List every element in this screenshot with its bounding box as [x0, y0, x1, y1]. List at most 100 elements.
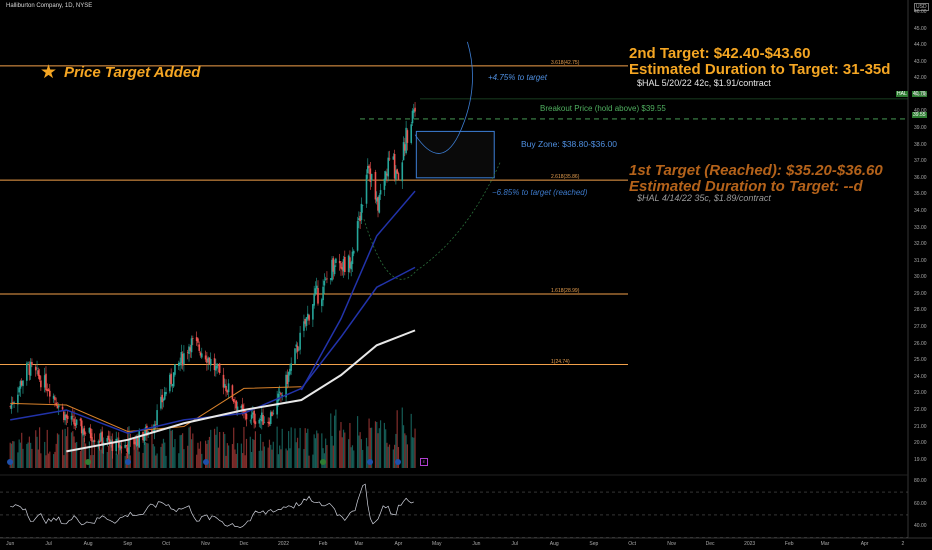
candle-body [272, 413, 275, 414]
candle-body [395, 170, 397, 180]
volume-bar [91, 428, 93, 468]
candle-body [323, 280, 326, 286]
candle-body [361, 205, 364, 206]
candle-body [388, 158, 391, 160]
volume-bar [250, 451, 253, 468]
candle-body [169, 374, 171, 392]
candle-body [204, 355, 207, 360]
sma-white-line [66, 329, 416, 453]
candle-body [52, 395, 55, 399]
volume-bar [358, 435, 360, 468]
candle-body [138, 431, 141, 448]
volume-bar [210, 429, 212, 468]
volume-bar [21, 432, 23, 468]
candle-body [332, 258, 335, 272]
ma-orange-line [10, 386, 302, 433]
candle-body [331, 259, 333, 281]
candle-body [170, 373, 172, 385]
earnings-event-icon[interactable] [7, 459, 14, 465]
volume-bar [271, 449, 273, 468]
candle-body [13, 402, 15, 404]
earnings-event-icon[interactable] [202, 459, 209, 465]
candle-body [304, 318, 307, 324]
volume-bar [74, 442, 76, 468]
currency-label[interactable]: USD [914, 3, 929, 11]
candle-body [359, 215, 361, 222]
candle-body [356, 221, 359, 251]
volume-bar [386, 442, 388, 468]
candle-body [26, 363, 28, 381]
volume-bar [144, 442, 147, 468]
volume-bar [344, 432, 346, 468]
volume-bar [350, 447, 352, 468]
candle-body [146, 425, 148, 436]
candle-body [109, 439, 111, 443]
candle-body [276, 399, 278, 415]
y-tick-label: 35.00 [914, 191, 927, 198]
volume-bar [272, 441, 274, 468]
earnings-event-icon[interactable] [124, 459, 131, 465]
candle-body [271, 411, 273, 417]
candle-body [278, 391, 281, 393]
volume-bar [362, 449, 364, 468]
candle-body [303, 321, 305, 331]
candle-body [234, 402, 236, 404]
earnings-event-icon[interactable] [367, 459, 374, 465]
fib-level-label: 3.618(42.75) [551, 59, 580, 66]
candle-body [111, 442, 114, 451]
rsi-tick-label: 80.00 [914, 477, 927, 484]
volume-bar [252, 439, 254, 468]
candle-body [369, 168, 372, 182]
candle-body [38, 374, 41, 380]
candle-body [134, 442, 137, 444]
x-tick-label: Aug [83, 541, 93, 547]
candle-body [198, 344, 201, 351]
volume-bar [289, 448, 291, 468]
candle-body [405, 127, 407, 154]
volume-bar [365, 437, 368, 468]
candle-body [84, 432, 87, 434]
x-tick-label: Dec [705, 541, 715, 547]
volume-bar [120, 449, 122, 468]
candle-body [80, 420, 83, 434]
earnings-event-icon[interactable] [320, 459, 327, 465]
volume-bar [308, 455, 310, 468]
volume-bar [31, 448, 33, 468]
volume-bar [356, 416, 359, 468]
volume-bar [22, 448, 24, 468]
volume-bar [17, 452, 19, 468]
candle-body [411, 110, 414, 124]
volume-bar [13, 441, 15, 468]
volume-bar [396, 410, 398, 468]
volume-bar [215, 434, 217, 468]
rsi-tick-label: 60.00 [914, 500, 927, 507]
volume-bar [61, 429, 64, 468]
candle-body [17, 394, 19, 405]
candle-body [378, 195, 381, 213]
volume-bar [180, 434, 182, 468]
rsi-line [10, 483, 414, 529]
volume-bar [156, 453, 158, 468]
candle-body [317, 288, 319, 304]
volume-bar [305, 432, 308, 468]
volume-bar [242, 453, 244, 468]
candle-body [267, 421, 269, 424]
earnings-event-icon[interactable] [395, 459, 402, 465]
upcoming-event-icon[interactable]: E [420, 458, 428, 466]
volume-bar [321, 433, 323, 468]
volume-bar [173, 447, 175, 468]
earnings-event-icon[interactable] [85, 459, 92, 465]
volume-bar [76, 441, 78, 468]
volume-bar [276, 426, 278, 468]
candle-body [241, 404, 244, 410]
candle-body [313, 293, 315, 306]
volume-bar [137, 440, 139, 468]
candle-body [190, 338, 193, 353]
volume-bar [35, 430, 37, 468]
candle-body [74, 423, 77, 427]
ema-blue-long-line [10, 266, 416, 434]
candle-body [340, 263, 342, 269]
volume-bar [244, 455, 246, 468]
candle-body [56, 405, 59, 409]
